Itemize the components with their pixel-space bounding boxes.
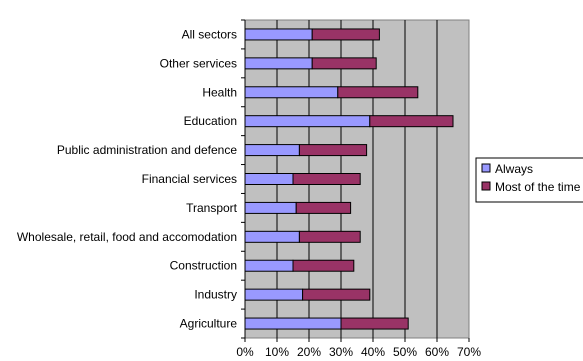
bar-most-of-the-time	[298, 230, 361, 243]
bar-always	[244, 288, 304, 301]
legend-label: Most of the time	[495, 180, 581, 194]
bar-most-of-the-time	[340, 317, 409, 330]
bar-always	[244, 201, 297, 214]
bar-most-of-the-time	[337, 86, 419, 99]
legend-swatch	[481, 181, 491, 191]
bar-most-of-the-time	[311, 28, 380, 41]
bar-most-of-the-time	[292, 173, 361, 185]
category-labels: All sectors Other services Health Education…	[17, 27, 238, 330]
category-label: Industry	[194, 288, 237, 302]
bar-most-of-the-time	[311, 57, 377, 70]
bar-always	[244, 230, 300, 243]
category-label: Construction	[170, 259, 237, 273]
bars-group	[244, 28, 454, 330]
category-label: Wholesale, retail, food and accomodation	[17, 230, 237, 244]
category-label: Health	[202, 85, 237, 99]
category-label: Agriculture	[180, 317, 238, 331]
bar-always	[244, 144, 300, 157]
bar-always	[244, 259, 294, 272]
x-tick-label: 10%	[265, 345, 289, 359]
legend: Always Most of the time	[475, 157, 583, 203]
legend-label: Always	[495, 162, 533, 176]
bar-always	[244, 57, 313, 70]
x-axis-ticks: 0% 10% 20% 30% 40% 50% 60% 70%	[236, 338, 481, 359]
bar-most-of-the-time	[302, 288, 371, 301]
x-tick-label: 20%	[297, 345, 321, 359]
bar-most-of-the-time	[298, 144, 368, 157]
category-label: Transport	[186, 201, 238, 215]
x-tick-label: 0%	[236, 345, 254, 359]
category-label: Education	[184, 114, 237, 128]
x-tick-label: 60%	[425, 345, 449, 359]
legend-box	[475, 157, 583, 203]
x-tick-label: 40%	[361, 345, 385, 359]
x-tick-label: 30%	[329, 345, 353, 359]
bar-most-of-the-time	[369, 115, 454, 128]
category-label: Other services	[160, 56, 237, 70]
bar-most-of-the-time	[292, 259, 355, 272]
x-tick-label: 70%	[457, 345, 481, 359]
category-label: Financial services	[142, 172, 237, 186]
bar-always	[244, 28, 313, 41]
bar-always	[244, 173, 294, 185]
category-label: All sectors	[182, 27, 237, 41]
bar-always	[244, 115, 371, 128]
bar-most-of-the-time	[295, 201, 352, 214]
bar-always	[244, 86, 339, 99]
bar-always	[244, 317, 342, 330]
x-tick-label: 50%	[393, 345, 417, 359]
legend-swatch	[481, 163, 491, 173]
category-label: Public administration and defence	[57, 143, 237, 157]
